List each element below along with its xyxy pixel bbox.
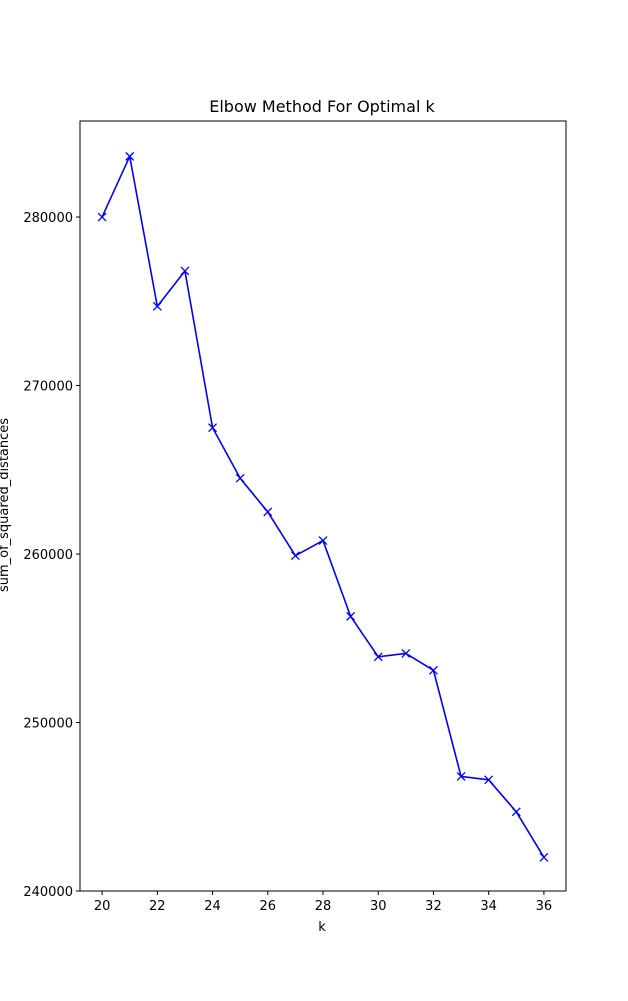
x-tick-label: 28	[315, 899, 332, 914]
data-point-marker	[235, 473, 245, 483]
x-axis-label: k	[318, 920, 326, 935]
data-point-marker	[456, 771, 466, 781]
data-point-marker	[428, 665, 438, 675]
axes: 20 22 24 26 28 30 32 34 36 240000 250000 260000 2700…	[23, 120, 567, 914]
data-point-marker	[318, 536, 328, 545]
y-tick-label: 250000	[23, 717, 73, 732]
data-point-marker	[373, 652, 383, 662]
data-point-marker	[290, 551, 300, 561]
chart-title: Elbow Method For Optimal k	[209, 97, 435, 116]
x-tick-label: 26	[259, 899, 276, 914]
x-tick-label: 34	[480, 899, 497, 914]
data-point-marker	[97, 212, 107, 222]
y-tick-label: 240000	[23, 885, 73, 900]
data-point-marker	[511, 807, 521, 817]
y-tick-label: 280000	[23, 211, 73, 226]
data-point-marker	[208, 423, 218, 433]
data-point-marker	[346, 611, 356, 621]
data-point-marker	[263, 507, 273, 517]
x-tick-label: 32	[425, 899, 442, 914]
y-tick-label: 270000	[23, 380, 73, 395]
x-tick-label: 36	[536, 899, 553, 914]
data-point-marker	[401, 648, 411, 658]
x-tick-label: 24	[204, 899, 221, 914]
data-point-marker	[125, 151, 135, 161]
y-axis-label: sum_of_squared_distances	[0, 418, 12, 592]
x-tick-label: 20	[94, 899, 111, 914]
data-point-marker	[539, 852, 549, 862]
x-tick-label: 30	[370, 899, 387, 914]
data-point-marker	[152, 301, 162, 311]
plot-area	[97, 151, 549, 862]
data-point-marker	[484, 775, 494, 785]
y-tick-label: 260000	[23, 548, 73, 563]
x-tick-label: 22	[149, 899, 166, 914]
data-point-marker	[180, 266, 190, 276]
